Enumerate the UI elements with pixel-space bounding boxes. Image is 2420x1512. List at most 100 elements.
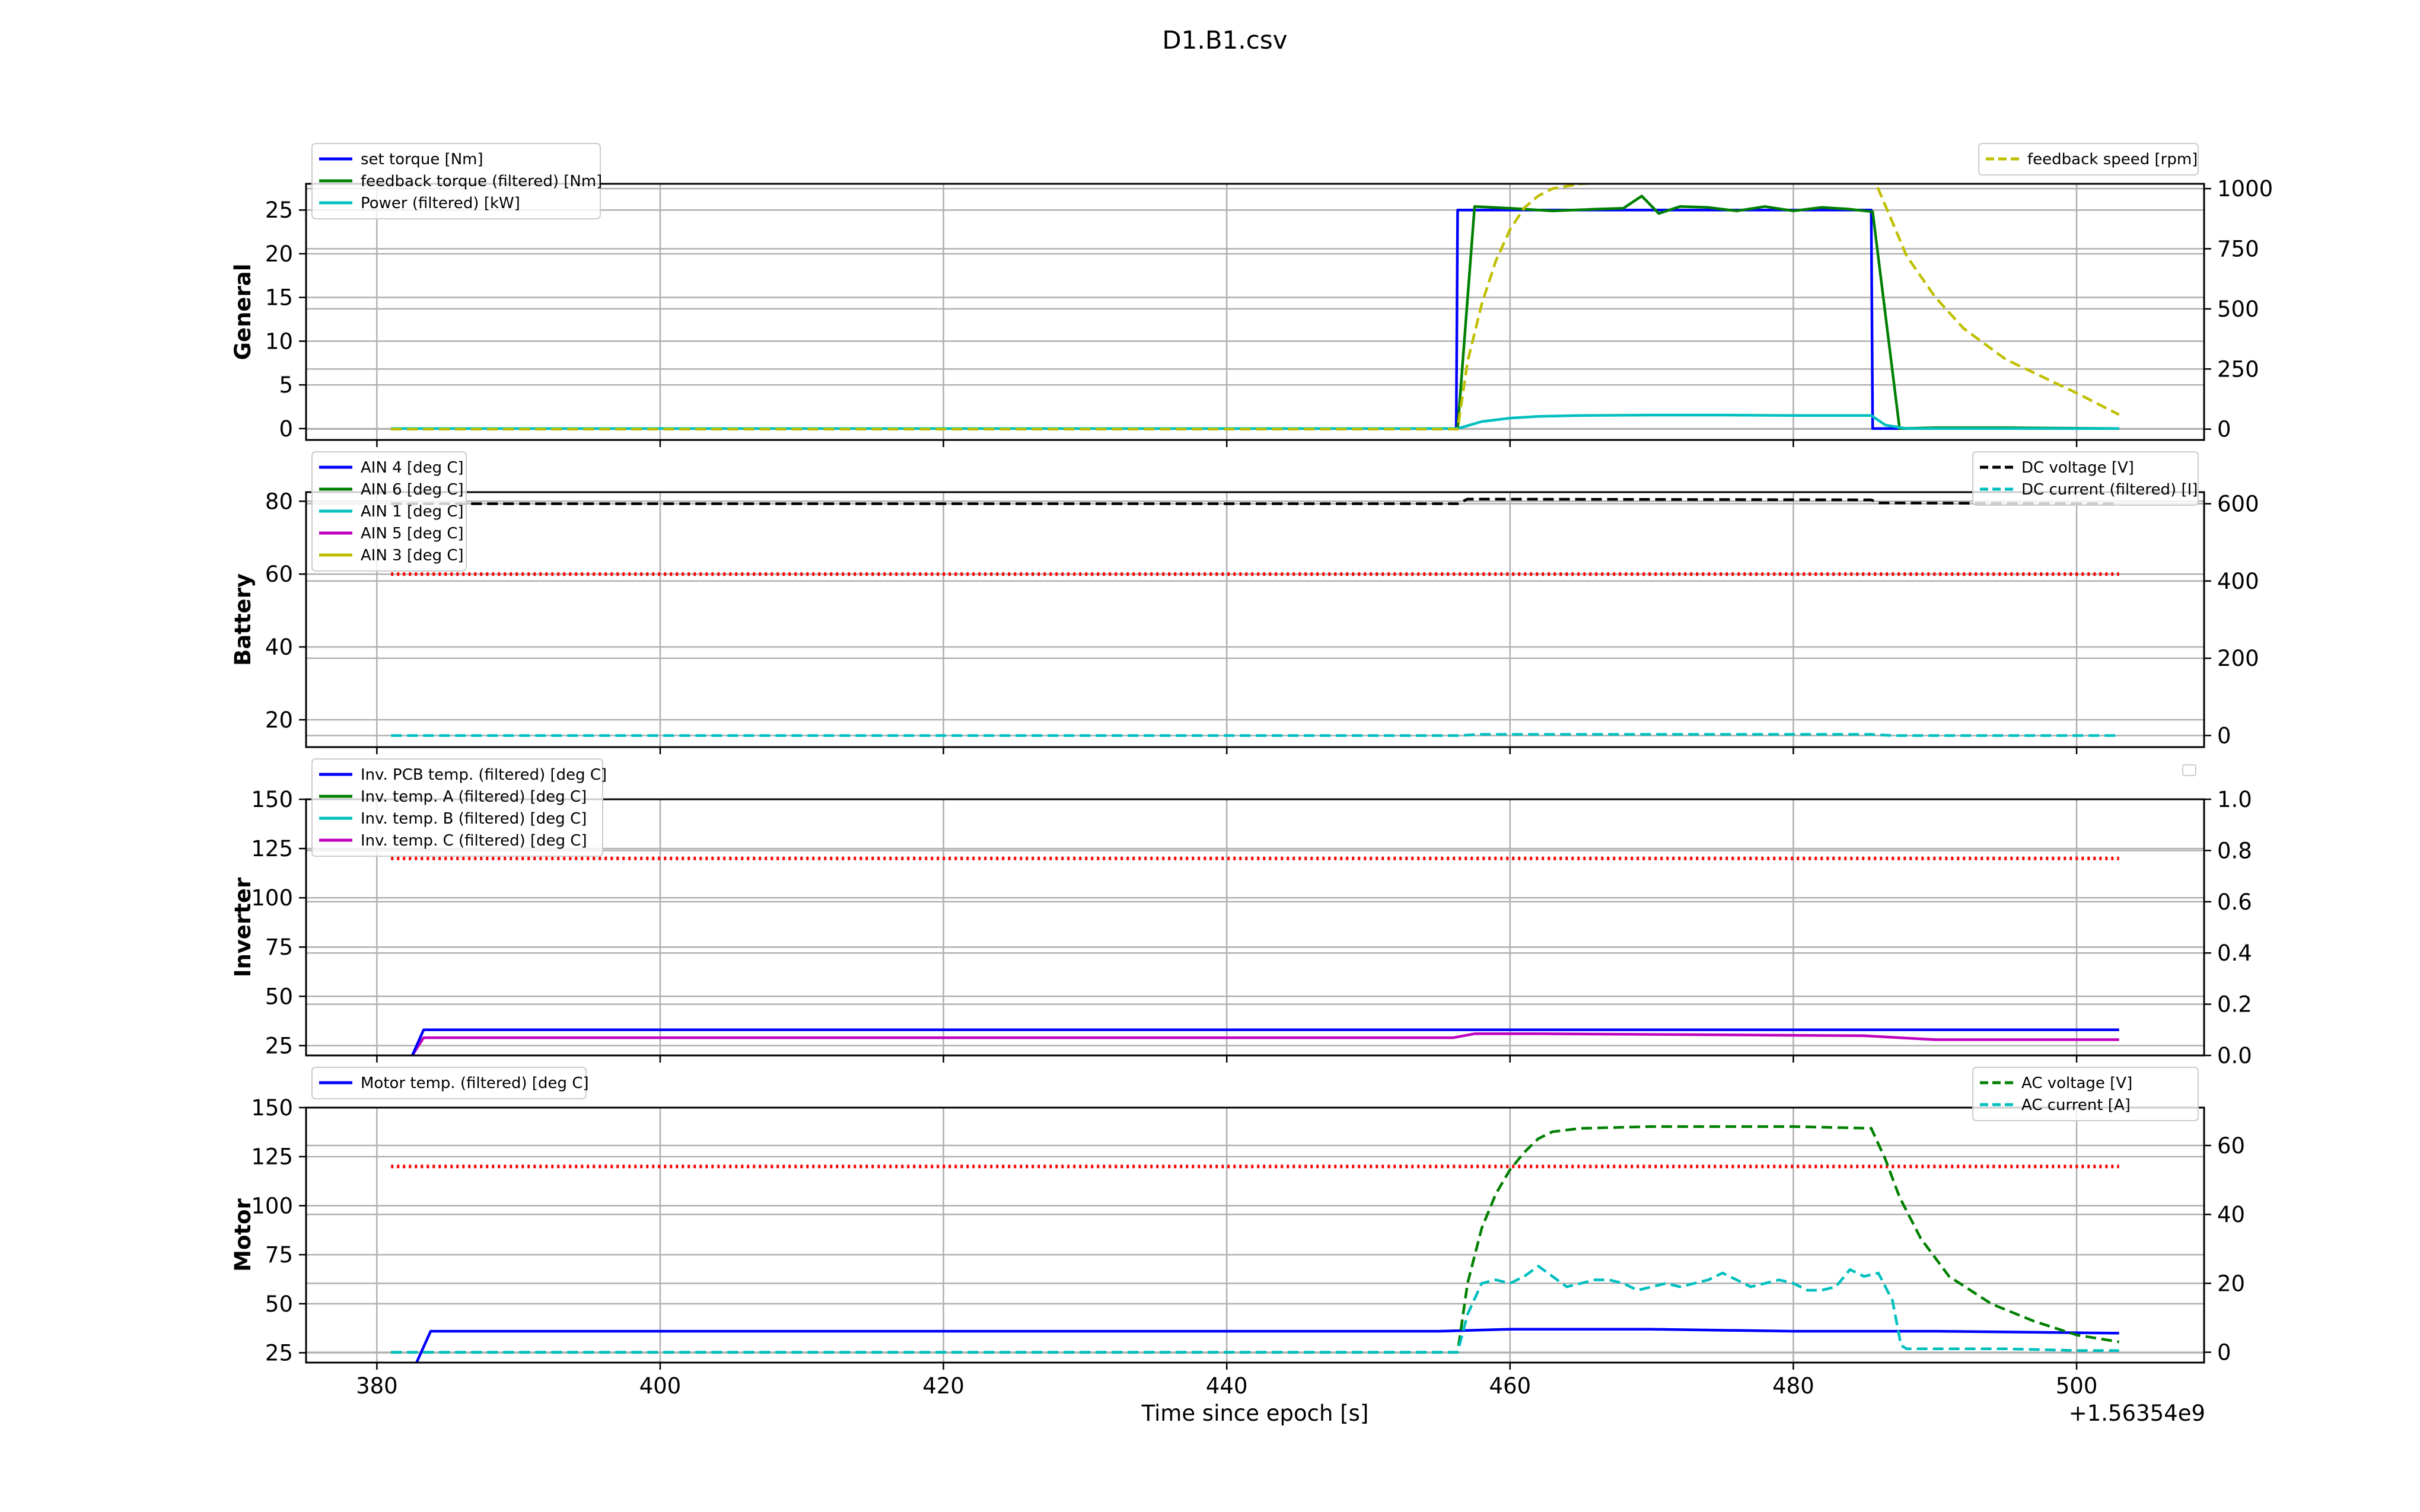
legend-box [311, 1067, 587, 1099]
y2-tick-label: 1.0 [2217, 787, 2252, 812]
y-tick-label: 125 [251, 1144, 293, 1170]
series-group [391, 856, 2119, 1055]
legend-label: AIN 4 [deg C] [361, 459, 464, 477]
legend-right: feedback speed [rpm] [1978, 143, 2199, 176]
legend-left: AIN 4 [deg C] AIN 6 [deg C] AIN 1 [deg C] A… [311, 451, 467, 572]
y2-tick-label: 0.8 [2217, 838, 2252, 863]
y-tick-label: 25 [265, 1033, 293, 1058]
legend-empty-box [2182, 764, 2196, 776]
y-tick-label: 50 [265, 1291, 293, 1317]
x-tick-label: 460 [1489, 1373, 1531, 1399]
series-line-inv-temp-c-filtered-deg-c- [410, 1032, 2119, 1055]
y-tick-label: 50 [265, 984, 293, 1009]
y2-tick-label: 40 [2217, 1202, 2245, 1227]
y-tick-label: 20 [265, 241, 293, 267]
legend-box [311, 143, 601, 219]
axes-frame [305, 1106, 2205, 1364]
x-offset-label: +1.56354e9 [2069, 1401, 2205, 1426]
series-line-ac-voltage-v- [391, 1125, 2120, 1354]
legend-label: DC voltage [V] [2021, 459, 2134, 477]
y-tick-label: 75 [265, 1242, 293, 1268]
x-axis-label: Time since epoch [s] [1141, 1401, 1369, 1426]
series-line-power-filtered-kw- [391, 413, 2119, 430]
legend-label: feedback torque (filtered) [Nm] [361, 173, 602, 190]
axes-frame [305, 491, 2205, 748]
legend-label: AIN 6 [deg C] [361, 481, 464, 499]
legend-label: AIN 1 [deg C] [361, 503, 464, 521]
legend-label: AIN 3 [deg C] [361, 547, 464, 564]
y2-tick-label: 200 [2217, 646, 2259, 671]
legend-label: AC current [A] [2021, 1096, 2131, 1114]
series-line-feedback-speed-rpm- [391, 184, 2120, 430]
series-group [391, 1125, 2120, 1363]
y2-tick-label: 600 [2217, 492, 2259, 517]
legend-box [311, 451, 467, 572]
y2-tick-label: 0 [2217, 723, 2231, 748]
y2-tick-label: 0.0 [2217, 1043, 2252, 1068]
y-tick-label: 25 [265, 1340, 293, 1366]
legend-label: set torque [Nm] [361, 151, 483, 168]
series-line-inv-pcb-temp-filtered-deg-c- [410, 1028, 2119, 1055]
y2-tick-label: 0.4 [2217, 940, 2252, 966]
x-tick-label: 480 [1772, 1373, 1814, 1399]
y2-tick-label: 0.2 [2217, 992, 2252, 1017]
y-tick-label: 5 [279, 372, 293, 398]
legend-label: DC current (filtered) [I] [2021, 481, 2198, 499]
y-tick-label: 100 [251, 885, 293, 911]
x-tick-label: 400 [639, 1373, 682, 1399]
series-line-dc-current-filtered-i- [391, 733, 2119, 737]
y2-tick-label: 750 [2217, 237, 2259, 262]
legend-label: Motor temp. (filtered) [deg C] [361, 1074, 589, 1092]
legend-box [1972, 1067, 2199, 1121]
legend-label: AIN 5 [deg C] [361, 525, 464, 543]
legend-label: Inv. temp. C (filtered) [deg C] [361, 832, 587, 850]
y2-tick-label: 20 [2217, 1271, 2245, 1296]
series-line-dc-voltage-v- [391, 497, 2119, 505]
y-tick-label: 75 [265, 934, 293, 960]
y-tick-label: 150 [251, 1095, 293, 1121]
y-tick-label: 25 [265, 197, 293, 223]
y-tick-label: 15 [265, 285, 293, 311]
legend-label: Inv. temp. B (filtered) [deg C] [361, 810, 587, 828]
legend-label: Power (filtered) [kW] [361, 194, 520, 212]
y-axis-label: Battery [230, 573, 256, 666]
y2-tick-label: 60 [2217, 1133, 2245, 1159]
legend-box [311, 758, 603, 857]
x-tick-label: 380 [356, 1373, 398, 1399]
y2-tick-label: 0.6 [2217, 889, 2252, 915]
legend-label: Inv. PCB temp. (filtered) [deg C] [361, 766, 607, 784]
chart-panel-motor: 380 400 420 440 460 480 500 25 50 75 100 125 150 0 20 4… [230, 1067, 2245, 1399]
x-tick-label: 500 [2056, 1373, 2098, 1399]
legend-box [1978, 143, 2199, 176]
y2-tick-label: 400 [2217, 569, 2259, 594]
y-tick-label: 150 [251, 787, 293, 812]
series-group [391, 184, 2120, 430]
y-axis-label: Inverter [230, 877, 256, 977]
y2-tick-label: 0 [2217, 417, 2231, 442]
legend-label: AC voltage [V] [2021, 1074, 2132, 1092]
legend-label: Inv. temp. A (filtered) [deg C] [361, 788, 587, 806]
x-tick-label: 440 [1206, 1373, 1248, 1399]
chart-panel-inverter: 25 50 75 100 125 150 0.0 0.2 0.4 0.6 0.8 1.0 Inverte… [230, 758, 2252, 1068]
y-tick-label: 125 [251, 836, 293, 862]
y-tick-label: 0 [279, 416, 293, 442]
y-tick-label: 100 [251, 1193, 293, 1218]
axes-frame [305, 798, 2205, 1057]
y-tick-label: 40 [265, 634, 293, 660]
figure-title: D1.B1.csv [1162, 25, 1287, 55]
legend-left: set torque [Nm] feedback torque (filtered… [311, 143, 602, 219]
legend-label: feedback speed [rpm] [2027, 151, 2198, 168]
legend-box [1972, 451, 2199, 506]
y2-tick-label: 250 [2217, 356, 2259, 382]
y2-tick-label: 1000 [2217, 176, 2273, 202]
y-tick-label: 60 [265, 562, 293, 587]
series-line-ac-current-a- [391, 1265, 2119, 1354]
y2-tick-label: 0 [2217, 1340, 2231, 1366]
legend-right: DC voltage [V] DC current (filtered) [I] [1972, 451, 2199, 506]
y-tick-label: 80 [265, 489, 293, 514]
legend-left: Inv. PCB temp. (filtered) [deg C] Inv. te… [311, 758, 607, 857]
